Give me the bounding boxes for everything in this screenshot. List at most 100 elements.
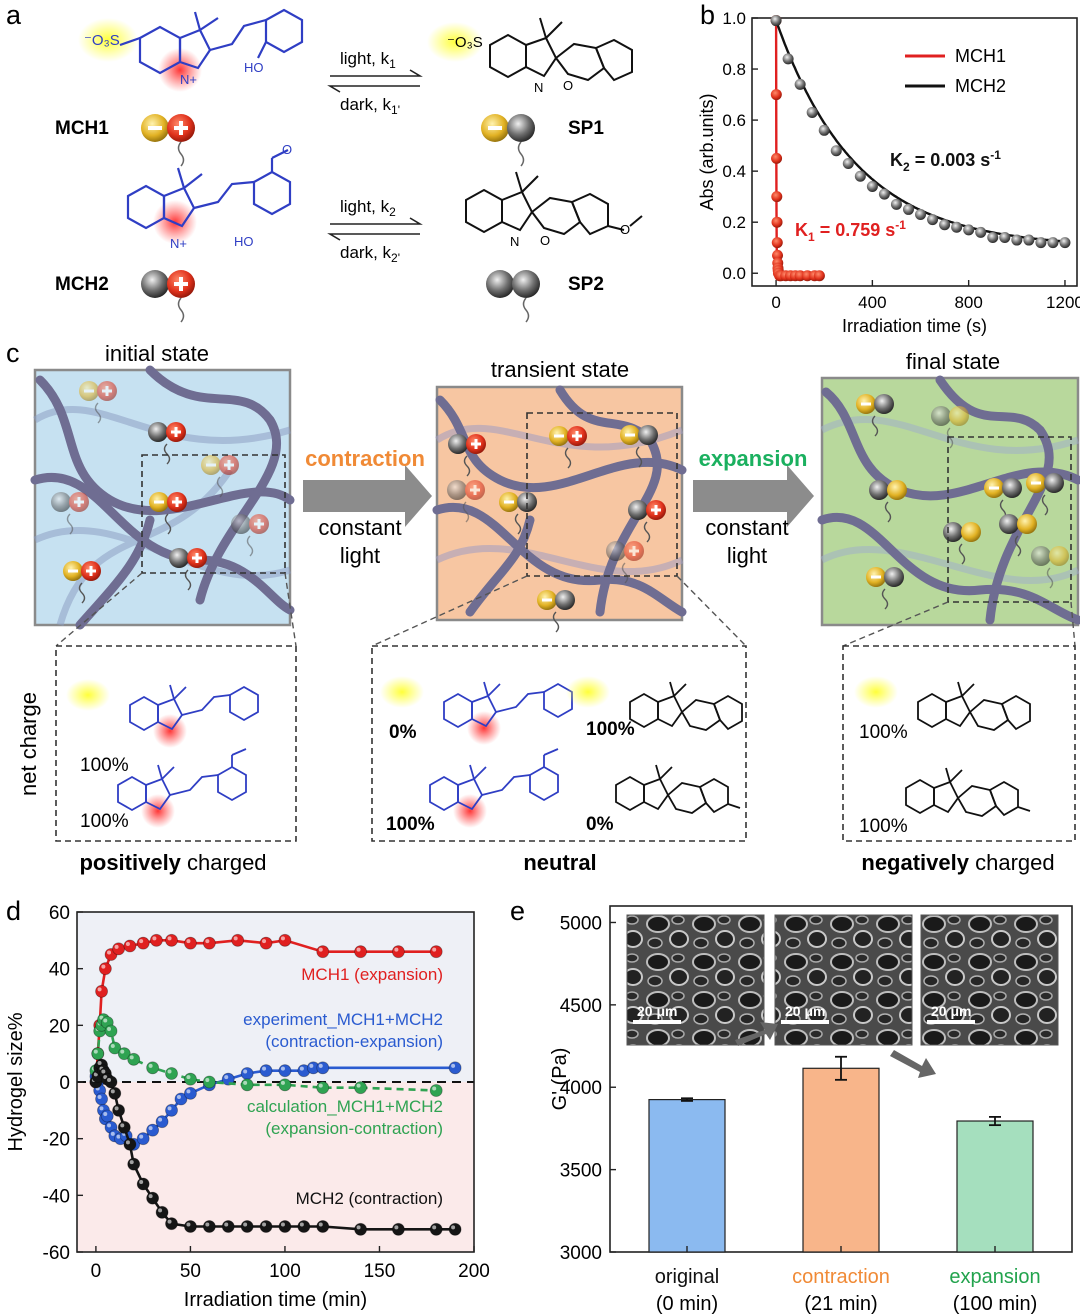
sulfonate-glow	[566, 676, 610, 708]
data-point-highlight	[432, 1086, 437, 1091]
particle	[1026, 473, 1064, 516]
sp2-structure	[465, 171, 643, 236]
transient-pct-b: 100%	[586, 719, 635, 740]
data-point-highlight	[243, 1080, 248, 1085]
minus-sign	[542, 598, 552, 602]
particle-tail	[1046, 567, 1054, 589]
data-point-mch2	[1035, 237, 1047, 249]
data-point-highlight	[432, 947, 437, 952]
particle-tail	[958, 543, 966, 565]
data-point	[136, 1177, 150, 1191]
particle	[149, 492, 187, 535]
vinyl-bridge	[169, 774, 219, 796]
panel-label-d: d	[6, 896, 21, 926]
initial-pct-top: 100%	[80, 755, 129, 776]
data-point-highlight	[224, 1222, 229, 1227]
y-tick-label: 4500	[560, 996, 602, 1017]
minus-sign	[871, 575, 881, 579]
expansion-label: expansion	[699, 446, 808, 471]
x-tick-label: 100	[269, 1261, 301, 1282]
particle-right	[555, 590, 575, 610]
scale-bar	[927, 1020, 975, 1024]
contraction-arrow	[303, 465, 432, 527]
particle-tail	[66, 513, 74, 535]
data-point-highlight	[158, 1208, 163, 1213]
data-point-highlight	[148, 1126, 153, 1131]
data-point-highlight	[262, 1222, 267, 1227]
data-point-highlight	[309, 1063, 314, 1068]
methyl	[473, 766, 487, 780]
phenol-ring	[229, 685, 259, 722]
data-point-mch2	[818, 124, 830, 136]
final-state-box	[817, 375, 1080, 627]
sp1-sulfonate: ⁻O₃S	[447, 34, 483, 51]
dark-k1-label: dark, k1'	[340, 95, 400, 117]
minus-sign	[554, 434, 564, 438]
net-charge-label: net charge	[16, 692, 41, 796]
scale-label: 20 μm	[931, 1003, 971, 1019]
particle-tail	[78, 582, 86, 604]
minus-sign	[989, 486, 999, 490]
initial-zoom-box	[141, 454, 286, 574]
rate-annotation: K2 = 0.003 s-1	[890, 148, 1001, 174]
data-point-highlight	[97, 987, 102, 992]
data-point	[202, 936, 216, 950]
data-point-highlight	[99, 1106, 104, 1111]
data-point	[155, 1205, 169, 1219]
data-point	[165, 1103, 178, 1117]
plus-v	[174, 427, 178, 437]
sulfonate-glow	[66, 679, 110, 711]
data-point-highlight	[299, 1222, 304, 1227]
plus-v	[77, 497, 81, 507]
category-sublabel: (0 min)	[656, 1293, 718, 1315]
plot-frame	[751, 17, 1078, 287]
final-state-title: final state	[906, 349, 1000, 374]
methyl	[673, 683, 687, 697]
annotation-part: -1	[895, 218, 906, 232]
final-caption: negatively charged	[861, 850, 1054, 875]
series-label: experiment_MCH1+MCH2	[243, 1010, 443, 1029]
cation-glow	[453, 794, 487, 828]
data-point	[259, 1064, 273, 1078]
transient-zoom-box	[526, 412, 678, 577]
methyl	[957, 681, 963, 697]
particle-right	[884, 567, 904, 587]
transient-state-title: transient state	[491, 357, 629, 382]
annotation-part: 2	[903, 160, 910, 174]
particle	[148, 422, 186, 465]
chromene-ring	[988, 780, 1019, 817]
particle-tail	[216, 476, 224, 498]
y-tick-label: 1.0	[722, 9, 746, 28]
minus-sign	[84, 389, 94, 393]
mch2-ho: HO	[234, 234, 254, 249]
data-point-highlight	[186, 1075, 191, 1080]
sulfonate-label: ⁻O₃S	[84, 32, 120, 49]
methyl	[173, 686, 187, 700]
data-point-highlight	[186, 1089, 191, 1094]
final-detail-box	[842, 645, 1076, 842]
data-point-highlight	[280, 1222, 285, 1227]
data-point	[95, 984, 108, 998]
data-point-mch1	[770, 89, 782, 101]
series-label: MCH2 (contraction)	[296, 1189, 443, 1208]
negative-region	[77, 1082, 474, 1252]
particle-tail	[514, 513, 522, 535]
phenol-ring	[543, 682, 573, 719]
x-tick-label: 200	[458, 1261, 490, 1282]
series-label: MCH1 (expansion)	[301, 965, 443, 984]
particle-right	[1017, 514, 1037, 534]
category-label: contraction	[792, 1266, 890, 1288]
data-point	[112, 1103, 125, 1117]
particle-tail	[871, 415, 879, 437]
benzene-ring	[129, 695, 159, 732]
data-point-mch2	[927, 214, 939, 226]
mini-structure	[66, 679, 259, 748]
data-point-highlight	[233, 936, 238, 941]
initial-state-box	[30, 365, 295, 630]
data-point-highlight	[139, 1134, 144, 1139]
data-point-highlight	[167, 1219, 172, 1224]
particle-tail	[643, 521, 651, 543]
plus-v	[575, 431, 579, 441]
series-label: (expansion-contraction)	[265, 1119, 443, 1138]
particle-left	[999, 514, 1019, 534]
